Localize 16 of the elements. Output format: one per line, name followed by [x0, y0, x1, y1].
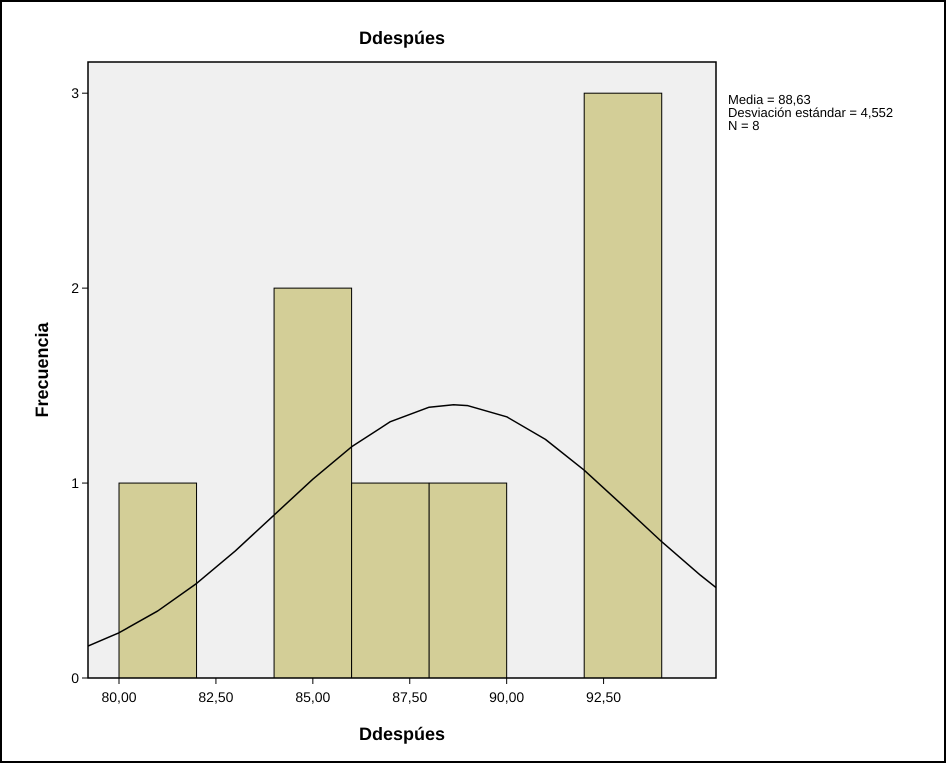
x-tick-label: 80,00 [101, 689, 137, 705]
x-tick-label: 82,50 [198, 689, 234, 705]
x-tick-label: 90,00 [489, 689, 524, 705]
text: N = 8 [728, 118, 760, 133]
y-tick-label: 1 [71, 475, 80, 492]
x-tick-label: 85,00 [295, 689, 331, 705]
text: Desviación estándar = 4,552 [728, 105, 894, 120]
y-tick-label: 3 [71, 85, 80, 102]
y-axis-title: Frecuencia [32, 321, 52, 418]
text: Media = 88,63 [728, 92, 811, 107]
x-tick-label: 92,50 [586, 689, 622, 705]
x-tick-label: 87,50 [392, 689, 428, 705]
y-tick-label: 0 [71, 670, 80, 686]
x-axis-title: Ddespúes [358, 724, 446, 744]
y-tick-label: 2 [71, 280, 80, 296]
chart-title: Ddespúes [358, 28, 446, 48]
